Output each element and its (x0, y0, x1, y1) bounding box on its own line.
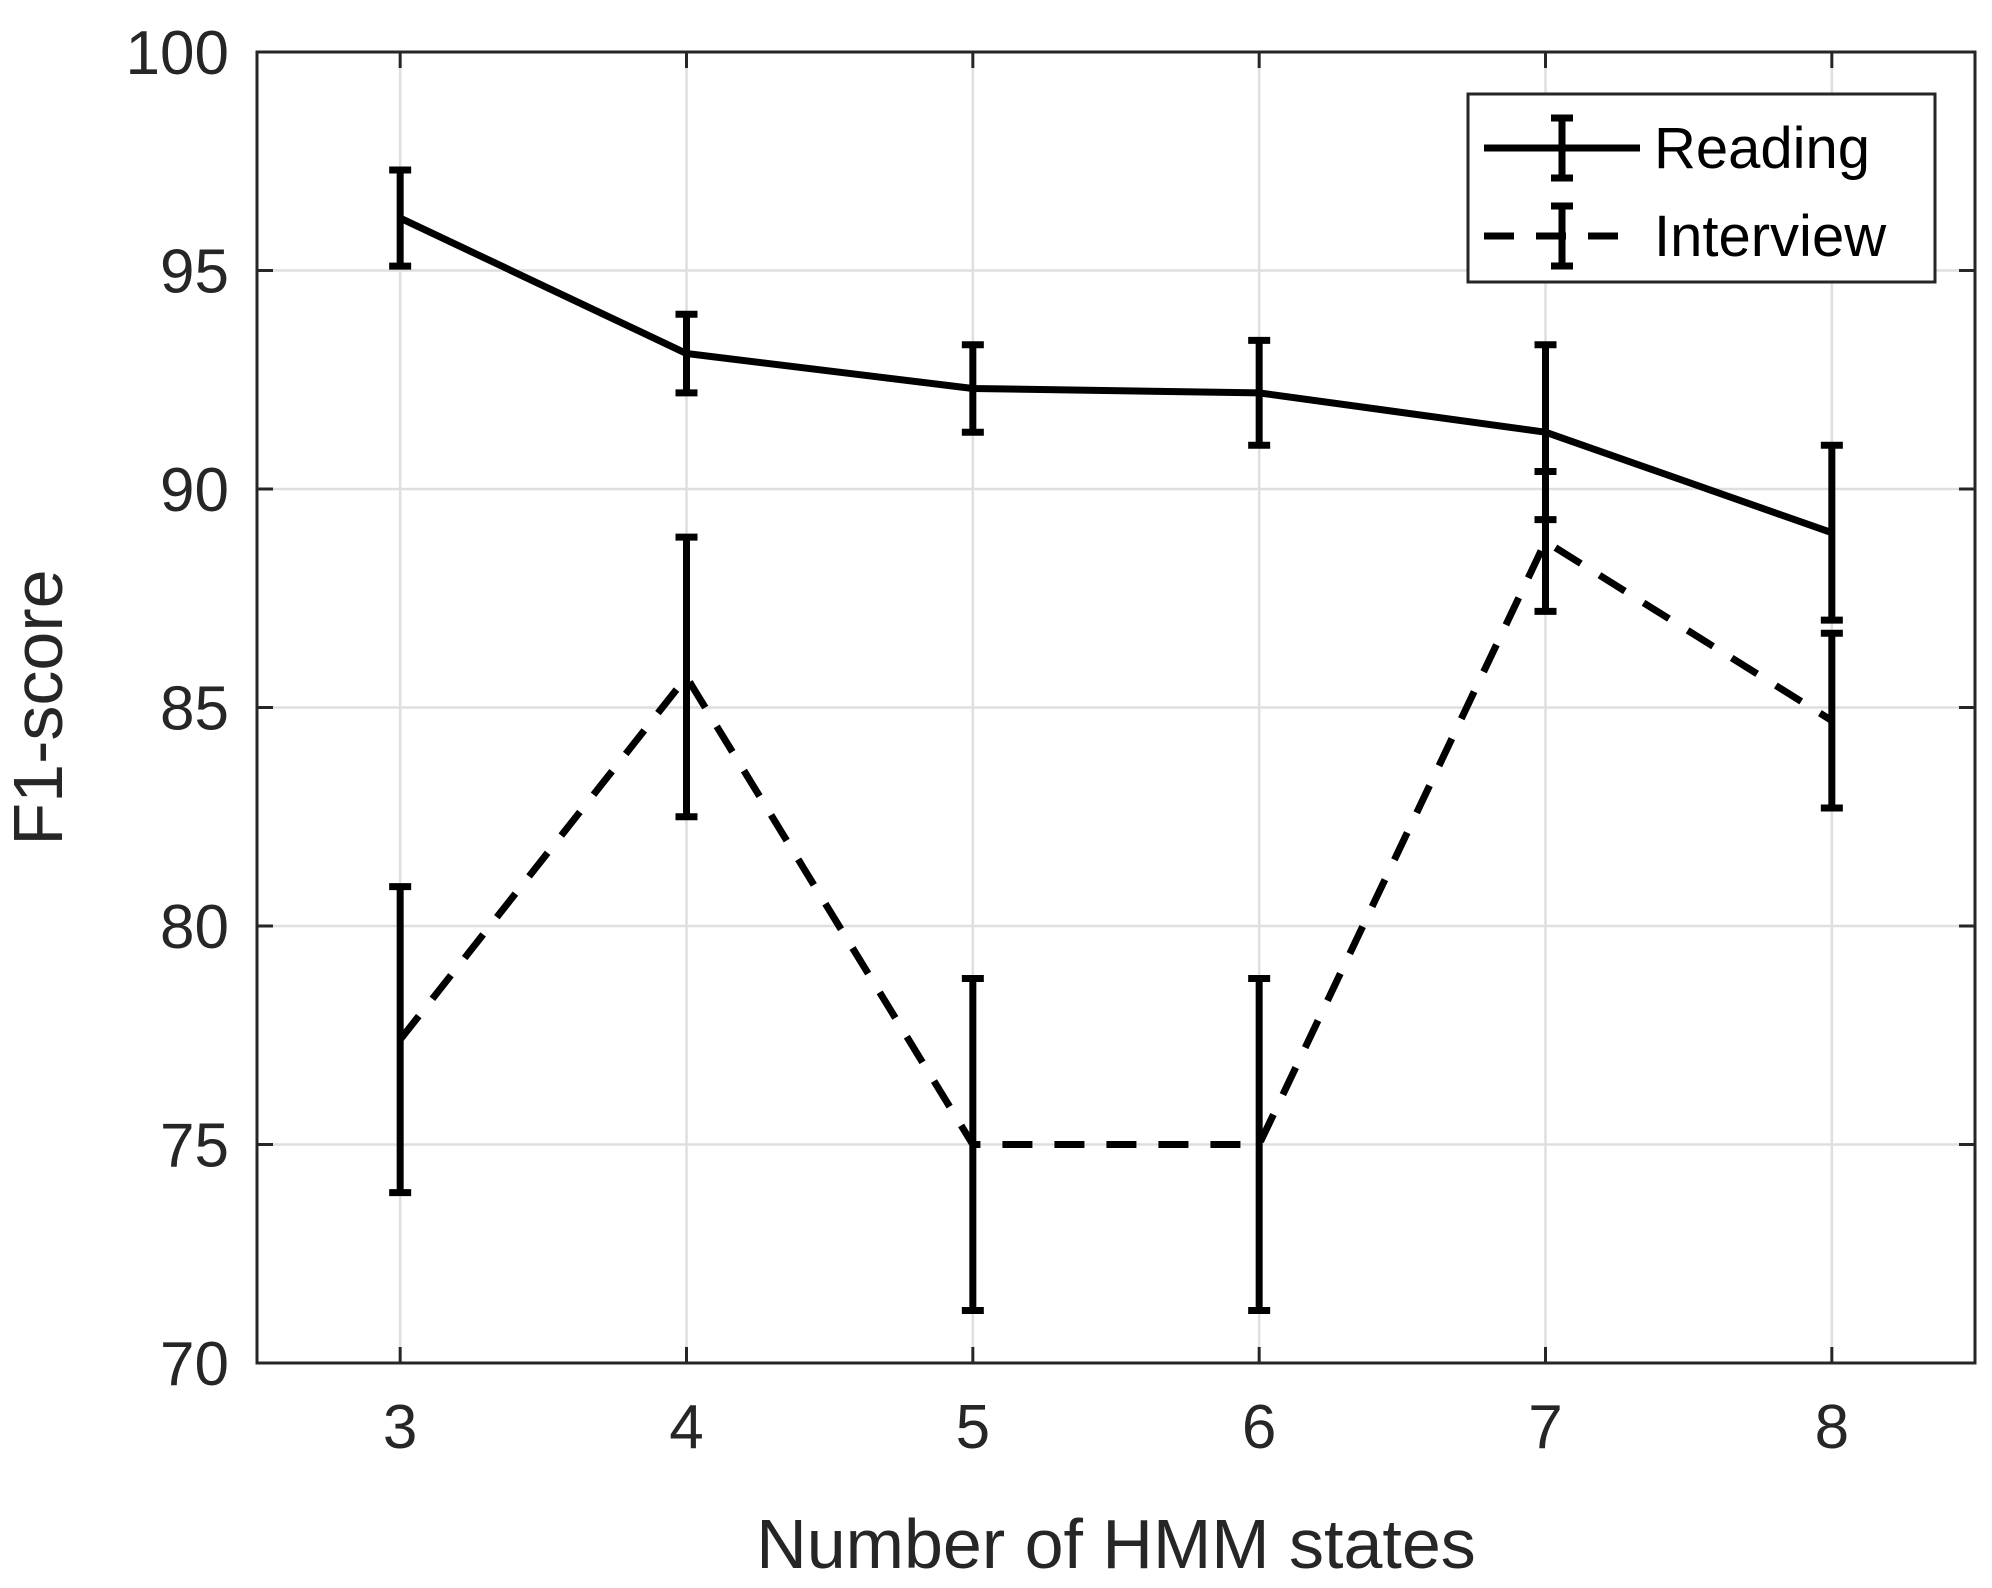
y-tick-label: 70 (160, 1330, 229, 1399)
error-bar (1820, 629, 1843, 812)
series-layer (389, 166, 1843, 1315)
x-tick-label: 5 (956, 1393, 990, 1462)
y-tick-label: 75 (160, 1112, 229, 1181)
error-bar (675, 310, 698, 397)
data-point (1258, 1144, 1260, 1145)
y-tick-label: 90 (160, 456, 229, 525)
ticks: 3 4 5 6 7 8 70 75 80 85 90 95 100 (126, 19, 1975, 1462)
error-bar (1248, 974, 1271, 1315)
x-axis-label: Number of HMM states (756, 1505, 1476, 1583)
series-reading (389, 166, 1843, 624)
x-tick-label: 4 (669, 1393, 703, 1462)
error-bar (389, 883, 412, 1197)
x-tick-label: 3 (383, 1393, 417, 1462)
data-point (399, 217, 401, 219)
series-line (398, 214, 1833, 537)
data-point (1258, 392, 1260, 394)
data-point (686, 676, 687, 678)
error-bar (675, 533, 698, 821)
data-point (972, 1144, 974, 1145)
data-point (1831, 532, 1833, 534)
legend-box (1466, 92, 1937, 284)
y-tick-label: 85 (160, 675, 229, 744)
data-point (686, 353, 687, 355)
data-point (1831, 720, 1833, 722)
legend: Reading Interview (1466, 92, 1937, 284)
x-tick-label: 6 (1242, 1393, 1276, 1462)
error-bar (1248, 336, 1271, 449)
y-tick-label: 80 (160, 893, 229, 962)
legend-label: Interview (1654, 204, 1887, 269)
data-point (1545, 540, 1546, 542)
error-bar (1820, 441, 1843, 624)
data-point (1545, 431, 1546, 433)
x-tick-label: 7 (1528, 1393, 1562, 1462)
error-bar (389, 166, 412, 270)
error-bar (961, 974, 984, 1315)
legend-label: Reading (1654, 116, 1870, 181)
y-tick-label: 95 (160, 238, 229, 307)
legend-item-interview: Interview (1484, 202, 1887, 270)
y-axis-label: F1-score (0, 569, 77, 845)
data-point (972, 387, 974, 389)
error-bar (961, 341, 984, 436)
x-tick-label: 8 (1815, 1393, 1849, 1462)
data-point (399, 1039, 401, 1041)
series-line (397, 537, 1834, 1148)
y-tick-label: 100 (126, 19, 229, 88)
series-interview (389, 468, 1843, 1315)
legend-item-reading: Reading (1484, 114, 1870, 182)
error-bar (1534, 468, 1557, 615)
